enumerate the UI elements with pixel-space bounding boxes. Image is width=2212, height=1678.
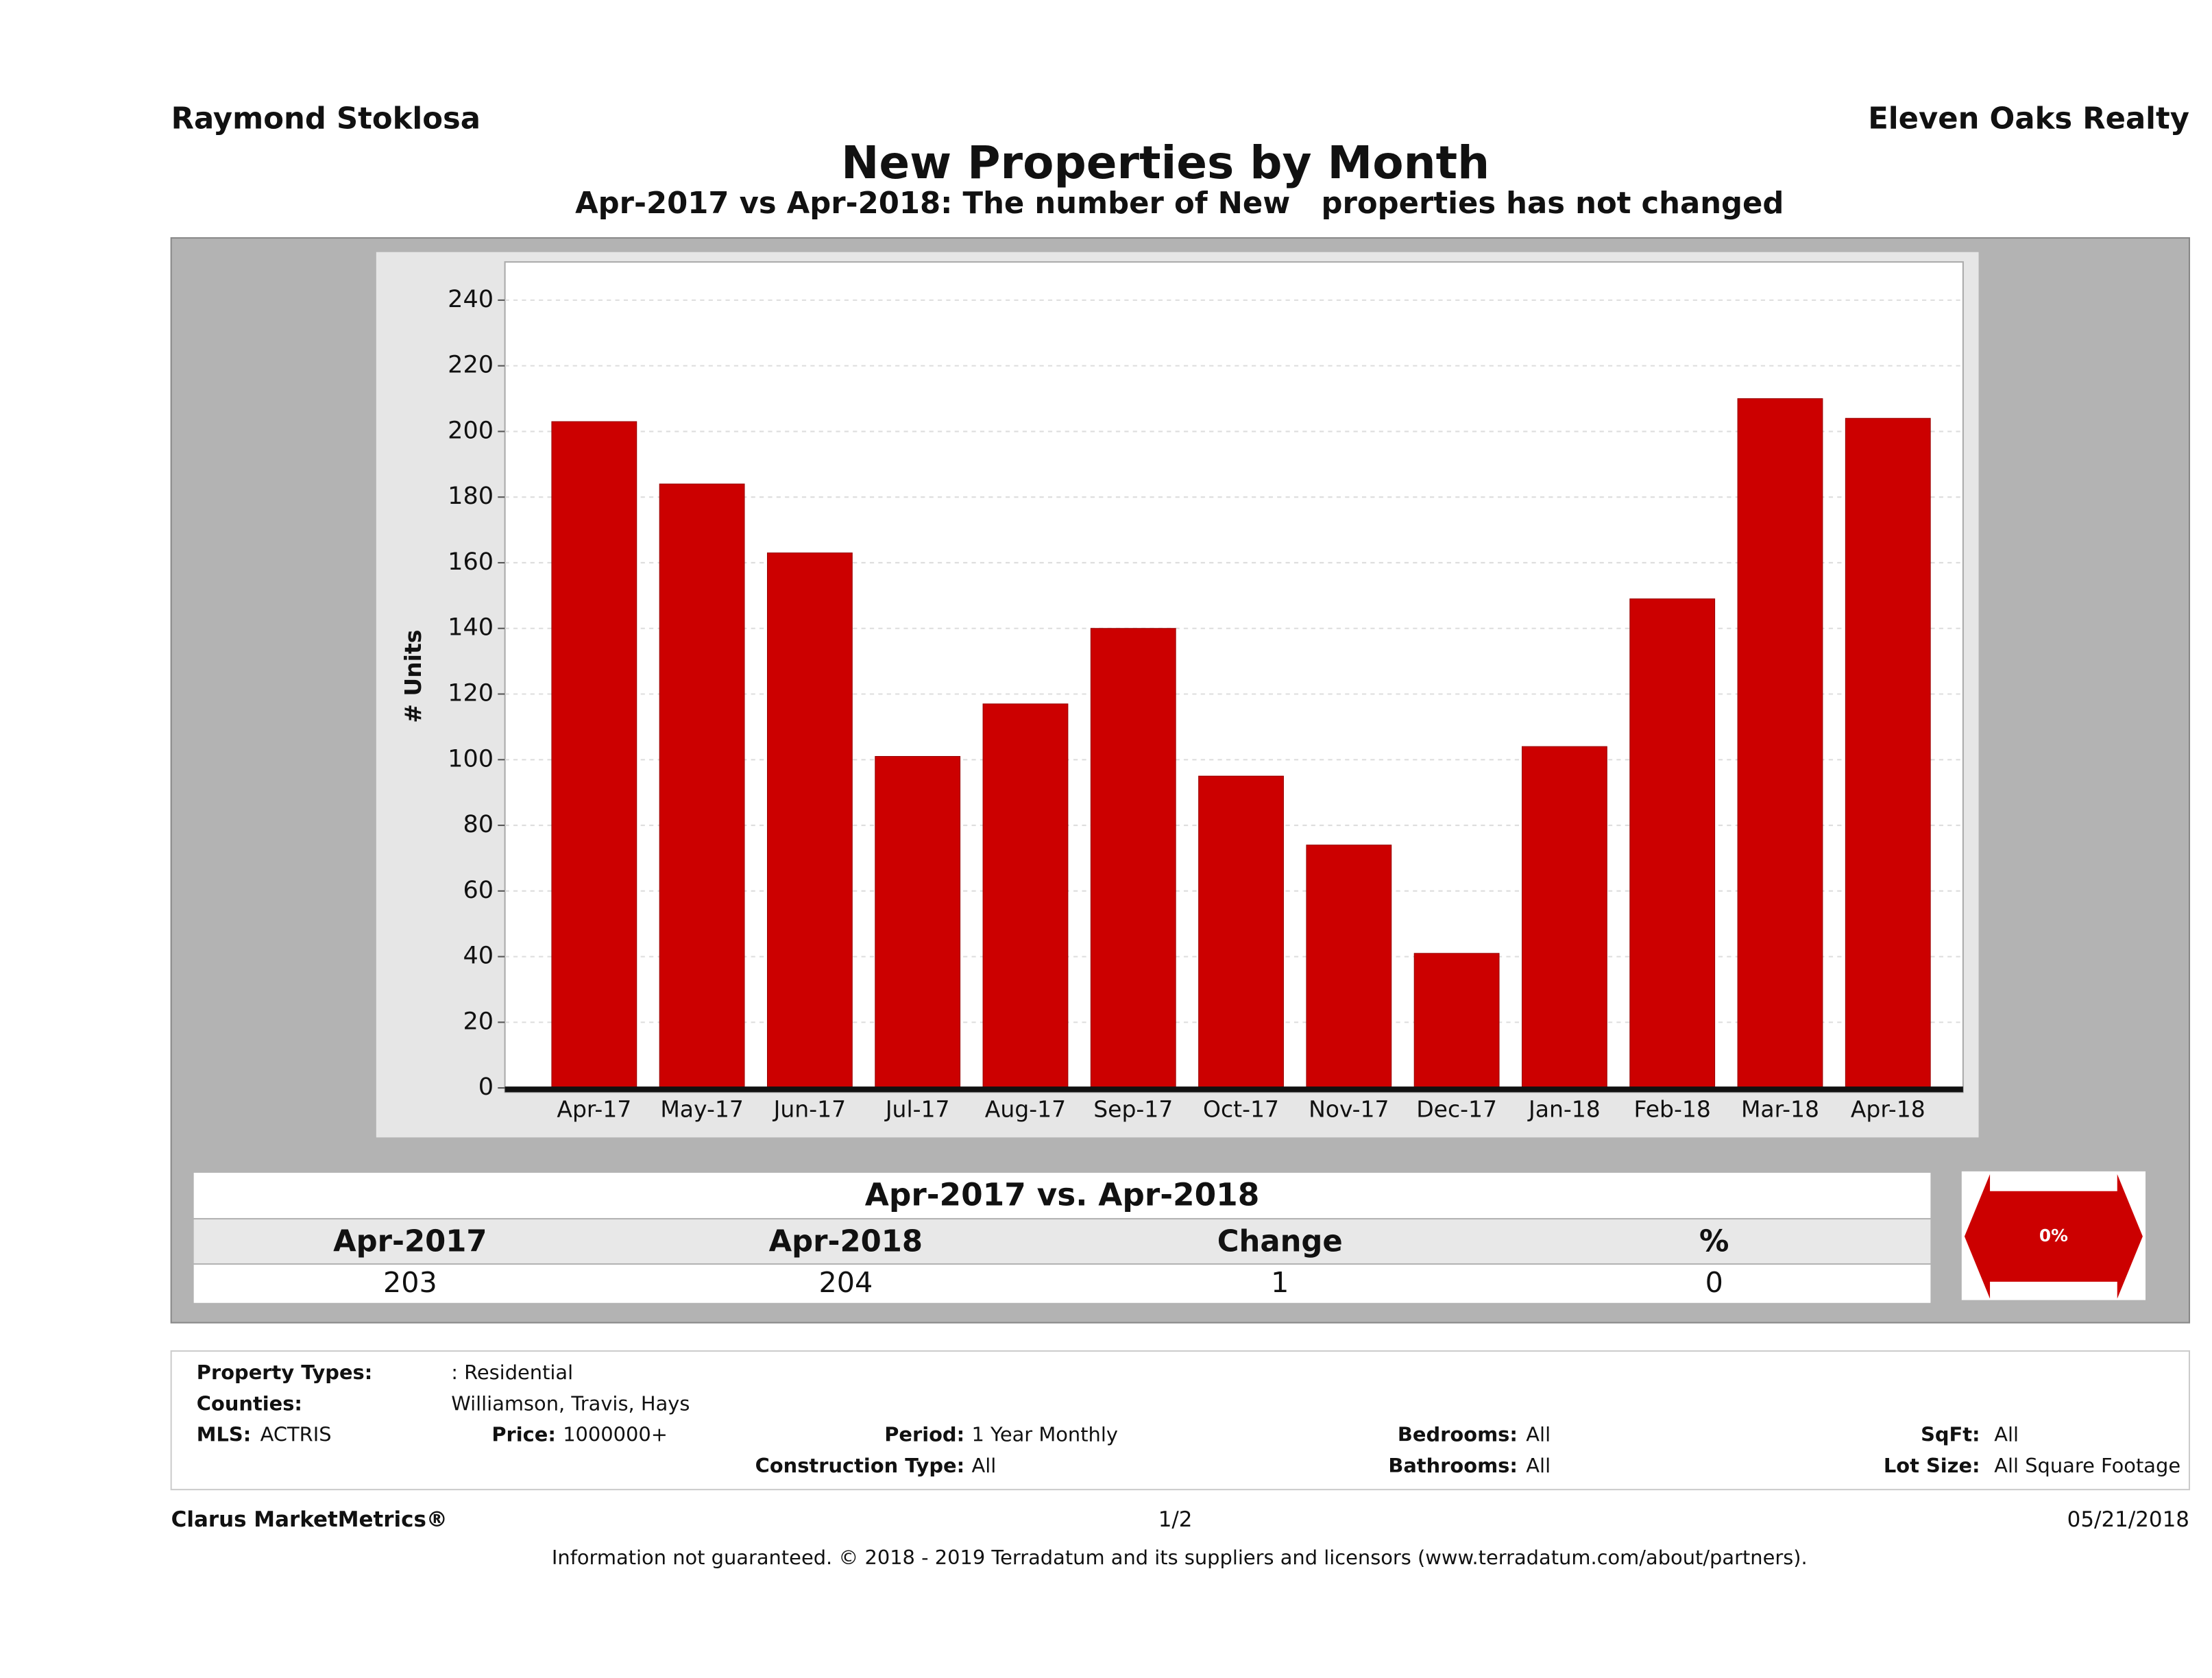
summary-value: 204 xyxy=(818,1266,873,1299)
bar xyxy=(1521,746,1607,1089)
bar xyxy=(1413,953,1500,1089)
summary-header: Change xyxy=(1217,1225,1343,1259)
x-tick-label: Apr-18 xyxy=(1851,1096,1925,1123)
summary-value: 0 xyxy=(1705,1266,1723,1299)
x-tick-label: Aug-17 xyxy=(985,1096,1066,1123)
y-tick-label: 200 xyxy=(448,416,494,444)
company-name: Eleven Oaks Realty xyxy=(1868,101,2189,136)
bar xyxy=(766,552,853,1089)
x-tick-label: Jan-18 xyxy=(1527,1096,1601,1123)
summary-header: % xyxy=(1699,1225,1729,1259)
filter-value: All xyxy=(1526,1423,1551,1446)
filter-label: MLS: xyxy=(197,1423,251,1446)
y-tick-label: 80 xyxy=(463,810,494,838)
bar xyxy=(1845,417,1931,1089)
y-tick-label: 0 xyxy=(478,1073,494,1101)
y-tick-label: 120 xyxy=(448,679,494,707)
summary-value: 1 xyxy=(1271,1266,1289,1299)
y-tick-label: 140 xyxy=(448,613,494,642)
filter-label: Property Types: xyxy=(197,1361,373,1384)
disclaimer: Information not guaranteed. © 2018 - 201… xyxy=(552,1546,1808,1569)
y-axis-label: # Units xyxy=(400,630,426,723)
chart-title: New Properties by Month xyxy=(841,136,1490,189)
filter-label: Bedrooms: xyxy=(1398,1423,1518,1446)
y-tick-label: 40 xyxy=(463,942,494,970)
y-tick-label: 20 xyxy=(463,1007,494,1035)
summary-header: Apr-2018 xyxy=(769,1225,923,1259)
bar xyxy=(551,421,637,1089)
agent-name: Raymond Stoklosa xyxy=(171,101,481,136)
y-tick-label: 60 xyxy=(463,876,494,904)
x-tick-label: Sep-17 xyxy=(1093,1096,1173,1123)
filter-label: SqFt: xyxy=(1921,1423,1980,1446)
filter-value: All xyxy=(971,1454,996,1477)
summary-header-row xyxy=(193,1219,1931,1263)
bar xyxy=(875,755,961,1089)
page-number: 1/2 xyxy=(1158,1507,1193,1532)
summary-value: 203 xyxy=(383,1266,437,1299)
summary-title: Apr-2017 vs. Apr-2018 xyxy=(865,1177,1260,1213)
y-tick-label: 180 xyxy=(448,482,494,510)
filter-value: All Square Footage xyxy=(1994,1454,2180,1477)
x-tick-label: Feb-18 xyxy=(1634,1096,1711,1123)
x-tick-label: Jul-17 xyxy=(884,1096,950,1123)
filter-label: Period: xyxy=(884,1423,964,1446)
filter-label: Counties: xyxy=(197,1391,302,1415)
x-tick-label: Nov-17 xyxy=(1309,1096,1389,1123)
filters-box xyxy=(170,1350,2191,1491)
y-tick-label: 160 xyxy=(448,548,494,576)
bar xyxy=(982,703,1069,1089)
filter-label: Lot Size: xyxy=(1884,1454,1980,1477)
filter-value: All xyxy=(1994,1423,2019,1446)
footer-brand: Clarus MarketMetrics® xyxy=(171,1507,448,1532)
filter-value: All xyxy=(1526,1454,1551,1477)
filter-label: Bathrooms: xyxy=(1388,1454,1518,1477)
summary-title-row xyxy=(193,1172,1931,1218)
bar xyxy=(1198,775,1284,1089)
bar xyxy=(1629,598,1716,1089)
y-tick-label: 100 xyxy=(448,744,494,773)
filter-value: ACTRIS xyxy=(260,1423,332,1446)
y-tick-label: 220 xyxy=(448,351,494,379)
bar xyxy=(1737,398,1823,1089)
x-tick-label: Jun-17 xyxy=(773,1096,846,1123)
change-arrow xyxy=(1964,1174,2143,1299)
filter-label: Price: xyxy=(491,1423,556,1446)
chart-subtitle: Apr-2017 vs Apr-2018: The number of New … xyxy=(575,186,1784,221)
filter-value: 1000000+ xyxy=(563,1423,668,1446)
summary-value-row xyxy=(193,1265,1931,1303)
x-tick-label: Mar-18 xyxy=(1741,1096,1819,1123)
x-tick-label: Dec-17 xyxy=(1416,1096,1497,1123)
report-date: 05/21/2018 xyxy=(2067,1507,2189,1532)
bar xyxy=(1090,628,1176,1089)
x-tick-label: Apr-17 xyxy=(557,1096,631,1123)
arrow-label: 0% xyxy=(2039,1226,2068,1245)
filter-value: : Residential xyxy=(451,1361,573,1384)
x-tick-label: May-17 xyxy=(660,1096,744,1123)
filter-value: 1 Year Monthly xyxy=(971,1423,1117,1446)
x-tick-label: Oct-17 xyxy=(1203,1096,1279,1123)
y-tick-label: 240 xyxy=(448,285,494,313)
summary-header: Apr-2017 xyxy=(333,1225,487,1259)
bar xyxy=(1306,844,1392,1089)
filter-value: Williamson, Travis, Hays xyxy=(451,1391,690,1415)
bar xyxy=(659,483,745,1089)
filter-label: Construction Type: xyxy=(755,1454,965,1477)
